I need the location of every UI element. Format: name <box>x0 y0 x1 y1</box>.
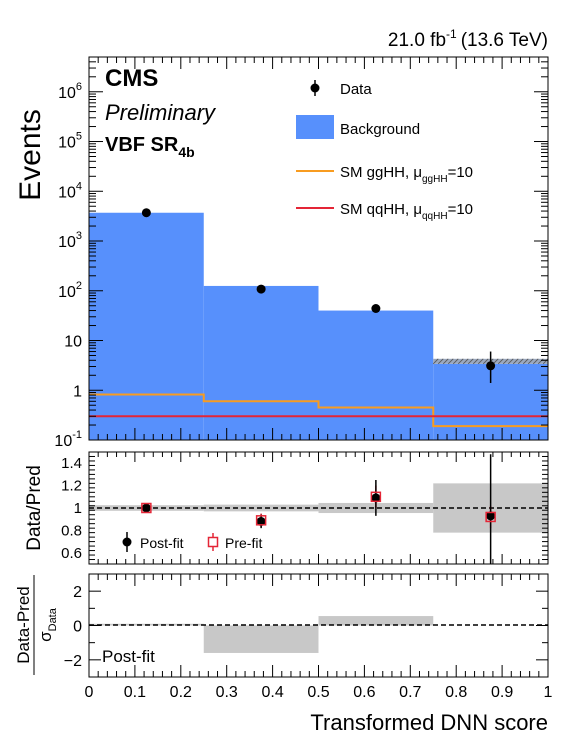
data-point <box>371 303 381 313</box>
legend-data-marker <box>310 83 320 93</box>
main-data-points <box>141 208 496 383</box>
uncertainty-hatch <box>477 358 484 365</box>
ratio-points <box>141 454 496 564</box>
main-ticks: 10-1 1 10 102 103 104 105 106 <box>54 56 549 450</box>
main-panel: 10-1 1 10 102 103 104 105 106 Events CMS Prelim… <box>14 56 549 450</box>
ratio-y-tick-label: 0.8 <box>61 522 82 539</box>
y-tick-label: 1 <box>73 383 82 400</box>
main-signal-lines <box>89 393 548 428</box>
prefit-marker <box>255 515 267 526</box>
ratio-ticks: 0.6 0.8 1 1.2 1.4 <box>61 451 549 565</box>
data-point <box>486 361 496 371</box>
pull-ylabel-bottom: σData <box>36 607 59 642</box>
prefit-marker <box>370 491 382 503</box>
uncertainty-hatch <box>542 358 549 365</box>
x-tick-label: 0.9 <box>491 684 513 701</box>
y-tick-label: 105 <box>58 131 82 152</box>
x-tick-label: 0.4 <box>261 684 283 701</box>
uncertainty-hatch <box>457 358 464 365</box>
x-tick-label: 0.2 <box>170 684 192 701</box>
uncertainty-hatch <box>462 358 469 365</box>
legend-background-swatch <box>296 115 334 139</box>
pull-bar <box>203 625 319 653</box>
postfit-point <box>486 511 496 521</box>
uncertainty-hatch <box>517 358 524 365</box>
x-tick-label: 0.7 <box>399 684 421 701</box>
uncertainty-hatch <box>472 358 479 365</box>
background-bar <box>203 285 319 440</box>
y-tick-label: 106 <box>58 81 82 102</box>
x-tick-label: 0.3 <box>216 684 238 701</box>
x-tick-label: 0.1 <box>124 684 146 701</box>
postfit-point <box>256 516 266 526</box>
postfit-point <box>141 503 151 513</box>
uncertainty-hatch <box>522 358 529 365</box>
legend-data-label: Data <box>340 81 372 98</box>
gghh-line <box>89 393 548 428</box>
y-tick-label: 10 <box>64 334 82 351</box>
background-bar <box>318 310 434 440</box>
uncertainty-hatch <box>437 358 444 365</box>
x-tick-label: 1 <box>544 684 553 701</box>
x-tick-label: 0.5 <box>307 684 329 701</box>
ratio-legend-prefit-marker <box>207 536 219 548</box>
uncertainty-hatch <box>502 358 509 365</box>
pull-bar <box>318 616 434 626</box>
uncertainty-hatch <box>527 358 534 365</box>
uncertainty-hatch <box>447 358 454 365</box>
legend-background-label: Background <box>340 121 420 138</box>
ratio-y-tick-label: 1.2 <box>61 478 82 495</box>
ratio-legend-prefit-label: Pre-fit <box>225 535 262 551</box>
ratio-panel: 0.6 0.8 1 1.2 1.4 Data/Pred Post-fit Pre-fit <box>24 451 549 565</box>
y-tick-label: 102 <box>58 280 82 301</box>
postfit-point <box>371 493 381 503</box>
pull-ylabel-top: Data-Pred <box>14 586 33 663</box>
y-tick-label: 104 <box>58 180 82 201</box>
data-point <box>256 284 266 294</box>
ratio-legend-postfit-marker <box>122 537 132 547</box>
region-label: VBF SR4b <box>105 134 195 160</box>
x-tick-label: 0 <box>85 684 94 701</box>
x-tick-label: 0.8 <box>445 684 467 701</box>
preliminary-label: Preliminary <box>105 100 217 125</box>
uncertainty-hatch <box>507 358 514 365</box>
pull-y-tick-label: −2 <box>64 653 82 670</box>
ratio-ylabel: Data/Pred <box>24 465 45 551</box>
pull-postfit-label: Post-fit <box>102 647 155 666</box>
x-axis-label: Transformed DNN score <box>310 710 548 735</box>
main-ylabel: Events <box>14 109 47 201</box>
legend-qqhh-label: SM qqHH, μqqHH=10 <box>340 201 473 222</box>
uncertainty-hatch <box>452 358 459 365</box>
prefit-marker <box>141 502 152 514</box>
uncertainty-hatch <box>532 358 539 365</box>
uncertainty-hatch <box>537 358 544 365</box>
ratio-y-tick-label: 1.4 <box>61 455 82 472</box>
pull-y-tick-label: 0 <box>73 619 82 636</box>
ratio-legend-postfit-label: Post-fit <box>140 535 184 551</box>
uncertainty-hatch <box>442 358 449 365</box>
uncertainty-hatch <box>497 358 504 365</box>
cms-label: CMS <box>105 65 158 92</box>
legend-gghh-label: SM ggHH, μggHH=10 <box>340 164 473 185</box>
x-tick-label: 0.6 <box>353 684 375 701</box>
ratio-y-tick-label: 0.6 <box>61 545 82 562</box>
uncertainty-hatch <box>432 358 439 365</box>
ratio-y-tick-label: 1 <box>74 500 82 517</box>
y-tick-label: 103 <box>58 230 82 251</box>
uncertainty-hatch <box>512 358 519 365</box>
background-bar <box>89 212 204 440</box>
legend: Data Background SM ggHH, μggHH=10 SM qqH… <box>296 80 473 222</box>
lumi-label: 21.0 fb-1 (13.6 TeV) <box>388 27 548 51</box>
prefit-marker <box>485 511 496 523</box>
uncertainty-hatch <box>482 358 489 365</box>
y-tick-label: 10-1 <box>54 429 82 450</box>
pull-y-tick-label: 2 <box>73 584 82 601</box>
uncertainty-hatch <box>467 358 474 365</box>
data-point <box>141 208 151 218</box>
